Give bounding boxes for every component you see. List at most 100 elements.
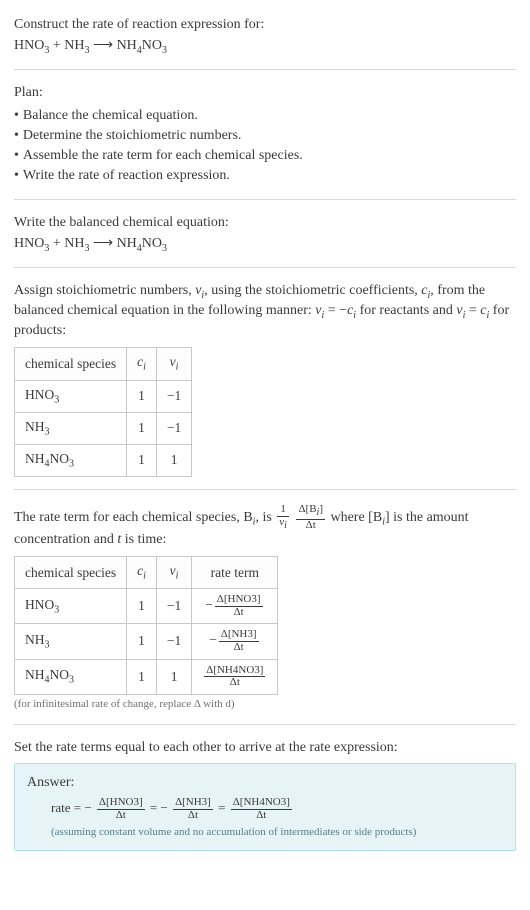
species-nh3: NH3: [64, 38, 89, 53]
plan-item-text: Write the rate of reaction expression.: [23, 168, 230, 183]
txt: NH: [117, 38, 137, 53]
frac: Δ[HNO3]Δt: [215, 594, 263, 618]
frac-den: Δt: [231, 810, 292, 822]
txt: HNO: [14, 38, 44, 53]
setequal-section: Set the rate terms equal to each other t…: [14, 731, 516, 858]
plan-item-text: Balance the chemical equation.: [23, 108, 198, 123]
cell-species: NH4NO3: [15, 659, 127, 694]
table-row: NH4NO3 1 1: [15, 444, 192, 476]
neg: −: [209, 633, 217, 648]
plan-item: •Write the rate of reaction expression.: [14, 167, 516, 186]
balanced-prompt: Write the balanced chemical equation:: [14, 214, 516, 233]
txt: NO: [142, 38, 162, 53]
assign-section: Assign stoichiometric numbers, νi, using…: [14, 274, 516, 483]
frac-num: Δ[NH3]: [173, 797, 213, 810]
txt: HNO: [25, 387, 54, 402]
sub-i: i: [284, 520, 287, 531]
plan-item: •Determine the stoichiometric numbers.: [14, 127, 516, 146]
plus: +: [49, 236, 64, 251]
txt: for reactants and: [356, 303, 456, 318]
cell-species: NH4NO3: [15, 444, 127, 476]
col-species: chemical species: [15, 557, 127, 589]
cell-nu: −1: [156, 412, 191, 444]
txt: is time:: [121, 532, 166, 547]
table-header-row: chemical species ci νi: [15, 348, 192, 380]
cell-species: NH3: [15, 624, 127, 659]
txt: NH: [25, 451, 45, 466]
txt: Assign stoichiometric numbers,: [14, 283, 195, 298]
species-nh4no3: NH4NO3: [117, 38, 167, 53]
cell-rate: −Δ[HNO3]Δt: [192, 589, 278, 624]
txt: NH: [64, 38, 84, 53]
txt: NH: [25, 667, 45, 682]
cell-species: HNO3: [15, 589, 127, 624]
balanced-equation: HNO3 + NH3 ⟶ NH4NO3: [14, 235, 516, 255]
cell-rate: Δ[NH4NO3]Δt: [192, 659, 278, 694]
plan-item: •Assemble the rate term for each chemica…: [14, 147, 516, 166]
txt: HNO: [25, 597, 54, 612]
assign-text: Assign stoichiometric numbers, νi, using…: [14, 282, 516, 341]
txt: HNO: [14, 236, 44, 251]
frac-den: νi: [277, 517, 289, 532]
col-c: ci: [127, 557, 157, 589]
sub: i: [176, 571, 179, 582]
txt: rate = −: [51, 800, 92, 815]
plan-title: Plan:: [14, 84, 516, 103]
answer-rate-expression: rate = − Δ[HNO3]Δt = − Δ[NH3]Δt = Δ[NH4N…: [51, 797, 503, 821]
frac-den: Δt: [296, 520, 325, 532]
cell-c: 1: [127, 412, 157, 444]
frac-den: Δt: [97, 810, 145, 822]
txt: NH: [64, 236, 84, 251]
sub: i: [143, 362, 146, 373]
txt: The rate term for each chemical species,…: [14, 510, 253, 525]
divider: [14, 724, 516, 725]
cell-species: NH3: [15, 412, 127, 444]
frac-den: Δt: [215, 607, 263, 619]
plan-section: Plan: •Balance the chemical equation. •D…: [14, 76, 516, 192]
cell-nu: −1: [156, 380, 191, 412]
txt: where [B: [330, 510, 382, 525]
frac-den: Δt: [204, 677, 265, 689]
sub: 3: [69, 675, 74, 686]
cell-rate: −Δ[NH3]Δt: [192, 624, 278, 659]
cell-nu: −1: [156, 589, 191, 624]
cell-c: 1: [127, 380, 157, 412]
rateterm-text: The rate term for each chemical species,…: [14, 504, 516, 550]
frac-dBi-dt: Δ[Bi] Δt: [296, 504, 325, 531]
frac-one-over-nu: 1 νi: [277, 504, 289, 531]
frac-num: Δ[HNO3]: [97, 797, 145, 810]
sub: 3: [45, 640, 50, 651]
bullet-icon: •: [14, 148, 19, 163]
setequal-text: Set the rate terms equal to each other t…: [14, 739, 516, 758]
balanced-section: Write the balanced chemical equation: HN…: [14, 206, 516, 261]
txt: Δ[B: [298, 503, 316, 515]
table-header-row: chemical species ci νi rate term: [15, 557, 278, 589]
rateterm-section: The rate term for each chemical species,…: [14, 496, 516, 717]
plan-list: •Balance the chemical equation. •Determi…: [14, 107, 516, 186]
frac-num: Δ[NH4NO3]: [231, 797, 292, 810]
frac: Δ[NH4NO3]Δt: [204, 665, 265, 689]
frac: Δ[NH3]Δt: [219, 629, 259, 653]
divider: [14, 199, 516, 200]
txt: NO: [142, 236, 162, 251]
plan-item-text: Determine the stoichiometric numbers.: [23, 128, 242, 143]
plan-item: •Balance the chemical equation.: [14, 107, 516, 126]
txt: NO: [50, 451, 70, 466]
arrow: ⟶: [89, 236, 116, 251]
species-nh4no3: NH4NO3: [117, 236, 167, 251]
rateterm-table: chemical species ci νi rate term HNO3 1 …: [14, 556, 278, 694]
sub: i: [176, 362, 179, 373]
col-nu: νi: [156, 348, 191, 380]
txt: , is: [255, 510, 275, 525]
cell-c: 1: [127, 624, 157, 659]
sub: 3: [69, 459, 74, 470]
txt: = −: [150, 800, 168, 815]
table-row: HNO3 1 −1: [15, 380, 192, 412]
frac: Δ[NH3]Δt: [173, 797, 213, 821]
sub: i: [143, 571, 146, 582]
species-hno3: HNO3: [14, 38, 49, 53]
cell-c: 1: [127, 444, 157, 476]
intro-section: Construct the rate of reaction expressio…: [14, 8, 516, 63]
intro-prompt: Construct the rate of reaction expressio…: [14, 16, 516, 35]
species-hno3: HNO3: [14, 236, 49, 251]
